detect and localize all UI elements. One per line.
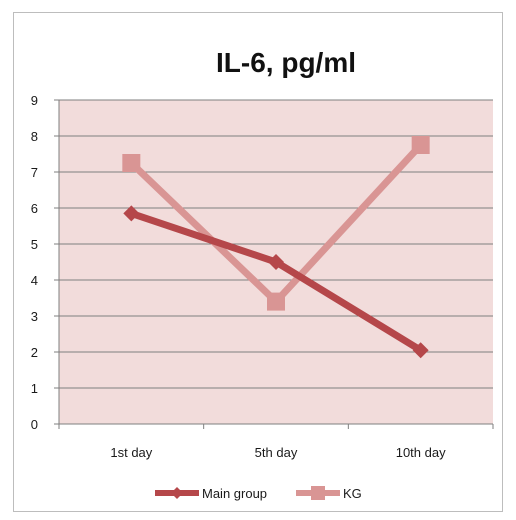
- y-tick-label: 8: [31, 129, 38, 144]
- data-point: [123, 205, 140, 222]
- x-tick-label: 5th day: [255, 445, 298, 460]
- chart-title: IL-6, pg/ml: [216, 47, 356, 78]
- x-tick-label: 10th day: [396, 445, 446, 460]
- y-tick-label: 6: [31, 201, 38, 216]
- legend-label: KG: [343, 486, 362, 501]
- y-tick-label: 2: [31, 345, 38, 360]
- data-point: [268, 254, 284, 270]
- y-tick-label: 4: [31, 273, 38, 288]
- legend-swatch-marker: [171, 487, 183, 499]
- data-point: [412, 342, 429, 359]
- legend: Main group KG: [155, 486, 362, 501]
- y-tick-label: 5: [31, 237, 38, 252]
- x-tick-label: 1st day: [110, 445, 152, 460]
- y-tick-label: 0: [31, 417, 38, 432]
- plot-area: 0 1 2 3 4 5 6 7 8 9 1st day 5th day 10th day: [31, 93, 494, 460]
- data-point: [122, 154, 141, 172]
- y-tick-label: 7: [31, 165, 38, 180]
- y-tick-label: 3: [31, 309, 38, 324]
- data-point: [267, 292, 285, 311]
- legend-swatch-marker: [311, 486, 325, 500]
- data-point: [411, 136, 430, 154]
- y-tick-label: 9: [31, 93, 38, 108]
- legend-label: Main group: [202, 486, 267, 501]
- y-tick-label: 1: [31, 381, 38, 396]
